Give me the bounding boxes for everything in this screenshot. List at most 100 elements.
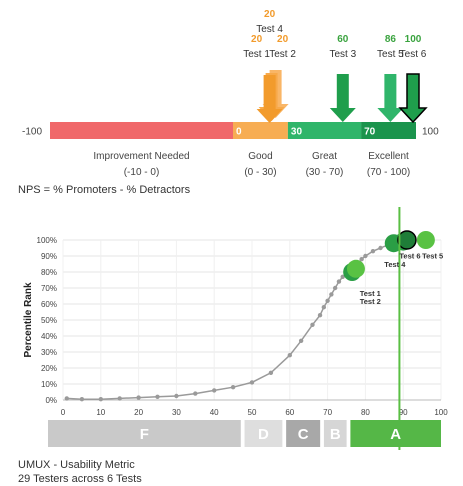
test-point xyxy=(397,230,417,250)
x-tick-label: 60 xyxy=(285,408,294,417)
nps-category-label: Great xyxy=(312,151,337,162)
nps-test-arrow xyxy=(398,73,428,124)
curve-point xyxy=(268,370,274,375)
nps-test-name: Test 2 xyxy=(269,49,296,60)
nps-segment-2 xyxy=(287,122,362,139)
y-tick-label: 80% xyxy=(41,268,57,277)
test-annotation: Test 5 xyxy=(422,251,443,260)
nps-test-score: 86 xyxy=(385,34,397,45)
nps-segment-1 xyxy=(233,122,288,139)
curve-point xyxy=(336,279,342,284)
curve-point xyxy=(317,313,323,318)
x-tick-label: 10 xyxy=(96,408,105,417)
curve-point xyxy=(363,253,368,259)
grade-band-d xyxy=(244,420,283,447)
umux-percentile-chart: 0% 10% 20% 30% 40% 50% 60% 70% 80% 90% 100% 0 10 20 30… xyxy=(23,207,448,450)
curve-point xyxy=(212,388,217,393)
nps-test-score: 100 xyxy=(405,34,422,45)
grade-band-f xyxy=(48,420,241,447)
y-tick-label: 20% xyxy=(41,364,57,373)
y-tick-label: 0% xyxy=(45,396,57,405)
grade-label: B xyxy=(330,426,341,443)
nps-scale-min: -100 xyxy=(22,127,42,138)
y-tick-label: 10% xyxy=(41,380,57,389)
nps-segment-start-label: 70 xyxy=(364,127,376,138)
y-axis-label: Percentile Rank xyxy=(23,282,34,357)
x-tick-label: 100 xyxy=(434,408,448,417)
x-tick-label: 80 xyxy=(361,408,370,417)
x-tick-label: 70 xyxy=(323,408,332,417)
y-tick-label: 50% xyxy=(41,316,57,325)
curve-point xyxy=(340,274,345,279)
curve-point xyxy=(174,393,179,399)
curve-point xyxy=(325,298,330,303)
y-tick-label: 100% xyxy=(37,236,57,245)
nps-test-score: 20 xyxy=(264,9,276,20)
x-tick-label: 20 xyxy=(134,408,143,417)
nps-test-arrow xyxy=(329,74,356,122)
x-tick-label: 40 xyxy=(210,408,219,417)
test-annotation: Test 2 xyxy=(360,297,381,306)
curve-point xyxy=(378,245,383,251)
nps-segment-3 xyxy=(361,122,416,139)
nps-formula: NPS = % Promoters - % Detractors xyxy=(18,184,191,196)
nps-category-range: (0 - 30) xyxy=(244,167,276,178)
nps-segment-start-label: 30 xyxy=(291,127,303,138)
test-annotation: Test 6 xyxy=(399,251,420,260)
grade-label: C xyxy=(298,426,309,443)
x-tick-label: 90 xyxy=(399,408,408,417)
grade-band-c xyxy=(286,420,321,447)
grade-label: A xyxy=(390,426,401,443)
nps-test-name: Test 5 xyxy=(377,49,404,60)
x-tick-label: 0 xyxy=(61,408,66,417)
curve-point xyxy=(64,396,69,401)
grade-label: D xyxy=(258,426,269,443)
nps-test-arrow xyxy=(377,74,404,122)
nps-test-score: 60 xyxy=(337,34,349,45)
nps-segment-start-label: 0 xyxy=(236,127,242,138)
curve-point xyxy=(329,292,334,297)
curve-point xyxy=(310,322,315,327)
y-tick-label: 60% xyxy=(41,300,57,309)
grade-band-a xyxy=(350,420,441,447)
grade-band-b xyxy=(323,420,347,447)
nps-test-name: Test 1 xyxy=(243,49,270,60)
grade-label: F xyxy=(140,426,149,443)
curve-point xyxy=(370,249,376,254)
nps-scale-chart: Improvement Needed (-10 - 0) 0 Good (0 - 30)… xyxy=(22,9,439,178)
test-annotation: Test 4 xyxy=(384,260,406,269)
nps-test-score: 20 xyxy=(251,34,263,45)
y-tick-label: 40% xyxy=(41,332,57,341)
curve-point xyxy=(136,395,141,400)
nps-category-range: (30 - 70) xyxy=(306,167,344,178)
curve-point xyxy=(117,396,122,401)
nps-test-name: Test 4 xyxy=(256,24,283,35)
curve-point xyxy=(298,338,304,343)
curve-point xyxy=(193,391,198,396)
y-tick-label: 70% xyxy=(41,284,57,293)
curve-point xyxy=(321,305,327,310)
nps-test-arrow xyxy=(256,75,283,123)
nps-scale-max: 100 xyxy=(422,127,439,138)
y-tick-label: 30% xyxy=(41,348,57,357)
y-tick-label: 90% xyxy=(41,252,57,261)
nps-test-name: Test 3 xyxy=(329,49,356,60)
nps-test-name: Test 6 xyxy=(400,49,427,60)
curve-point xyxy=(155,394,160,399)
nps-category-range: (70 - 100) xyxy=(367,167,410,178)
nps-segment-0 xyxy=(50,122,233,139)
nps-category-label: Good xyxy=(248,151,272,162)
x-tick-label: 50 xyxy=(248,408,257,417)
curve-point xyxy=(230,385,236,390)
nps-test-score: 20 xyxy=(277,34,289,45)
curve-point xyxy=(249,380,255,385)
umux-title: UMUX - Usability Metric xyxy=(18,459,135,471)
umux-subtitle: 29 Testers across 6 Tests xyxy=(18,473,142,485)
nps-category-label: Excellent xyxy=(368,151,409,162)
test-annotation: Test 1 xyxy=(360,289,381,298)
x-tick-label: 30 xyxy=(172,408,181,417)
test-point xyxy=(416,231,435,249)
test-point xyxy=(346,259,365,278)
curve-point xyxy=(359,257,364,262)
curve-point xyxy=(332,285,338,291)
